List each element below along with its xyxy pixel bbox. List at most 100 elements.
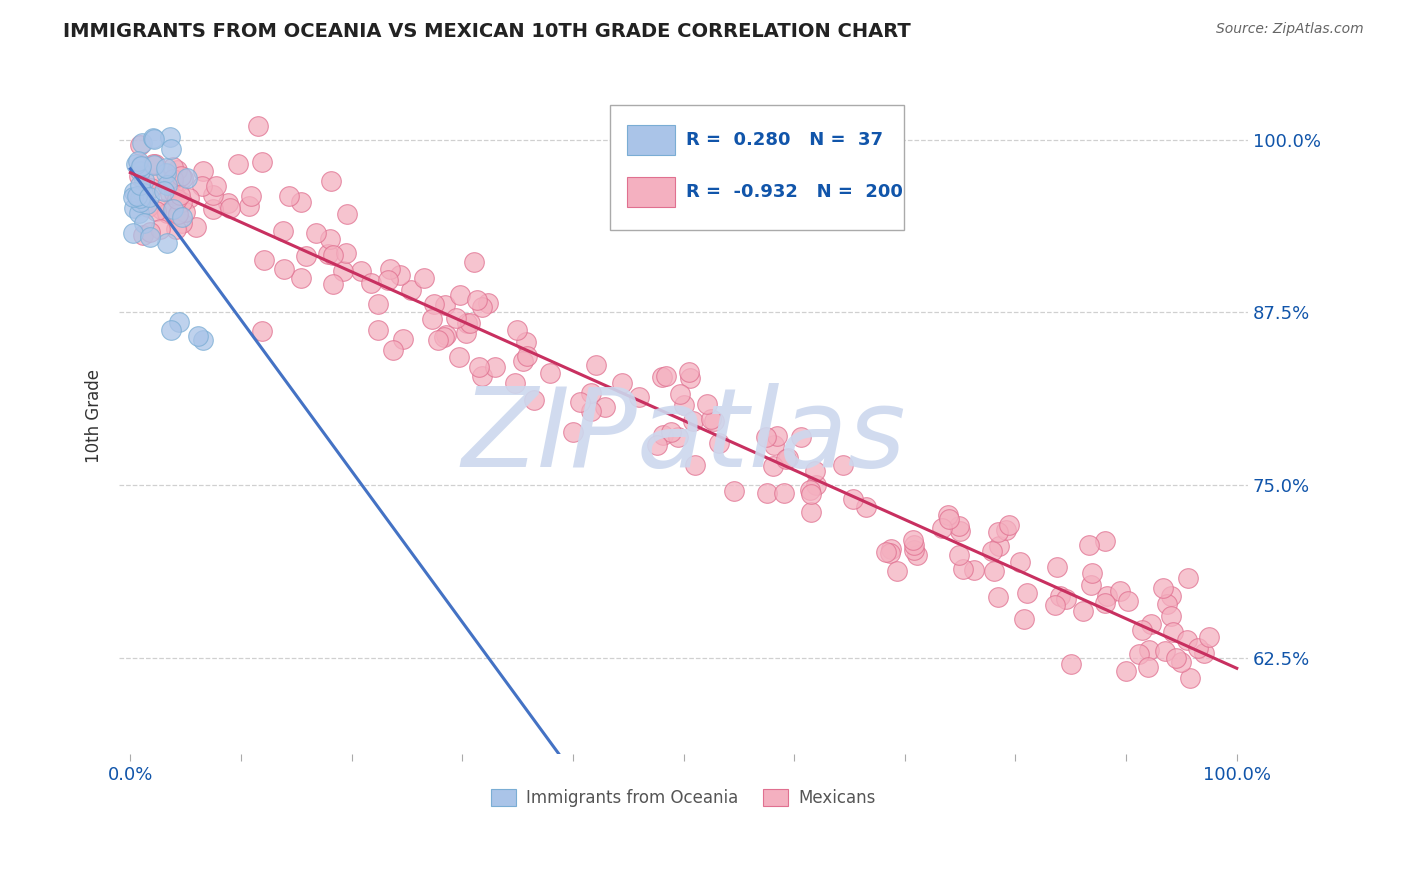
Point (1080, 578, 1102, 592)
Point (399, 283, 422, 297)
Point (901, 533, 924, 547)
Point (172, 210, 194, 224)
Point (367, 297, 389, 311)
Point (1152, 581, 1174, 595)
Point (763, 438, 786, 452)
Point (515, 335, 537, 350)
Point (963, 563, 986, 577)
Point (516, 349, 538, 363)
Point (569, 394, 592, 409)
Point (128, 205, 150, 219)
Point (669, 387, 692, 401)
Point (202, 202, 225, 216)
Point (290, 270, 312, 285)
Point (458, 316, 481, 330)
Point (652, 428, 675, 442)
Point (135, 197, 157, 211)
Point (295, 248, 318, 262)
Point (931, 521, 953, 535)
Point (1137, 643, 1160, 657)
Point (1010, 555, 1032, 569)
Point (477, 296, 499, 310)
Point (678, 365, 700, 379)
Point (471, 300, 494, 314)
Point (367, 323, 389, 337)
Point (1178, 671, 1201, 685)
Point (995, 523, 1018, 537)
Point (707, 435, 730, 450)
Point (1043, 598, 1066, 612)
Point (952, 562, 974, 576)
Point (627, 390, 650, 404)
Point (191, 333, 214, 347)
Point (799, 483, 821, 498)
Point (831, 458, 853, 472)
Point (468, 359, 491, 374)
Point (449, 288, 471, 302)
Point (156, 205, 179, 219)
Point (561, 425, 583, 439)
Point (217, 196, 239, 211)
Point (579, 385, 602, 400)
Point (392, 332, 415, 346)
Point (253, 253, 276, 268)
Point (129, 163, 152, 178)
Point (125, 189, 148, 203)
Point (1060, 657, 1083, 672)
Text: ZIPatlas: ZIPatlas (461, 383, 905, 490)
Point (842, 491, 865, 506)
Point (672, 398, 695, 412)
Point (1077, 538, 1099, 552)
Point (998, 518, 1021, 533)
Point (593, 400, 616, 414)
Point (159, 129, 181, 144)
Point (523, 393, 546, 408)
Point (389, 268, 412, 282)
Point (875, 545, 897, 559)
Point (177, 191, 200, 205)
Point (316, 247, 339, 261)
Point (1132, 624, 1154, 638)
Point (163, 186, 186, 200)
Point (128, 169, 150, 183)
Point (149, 222, 172, 236)
Point (145, 204, 167, 219)
Point (155, 161, 177, 175)
Point (129, 158, 152, 172)
FancyBboxPatch shape (627, 125, 675, 154)
Point (1094, 533, 1116, 548)
Point (136, 200, 159, 214)
Point (699, 412, 721, 426)
Point (949, 524, 972, 538)
Point (512, 354, 534, 368)
Point (538, 367, 561, 381)
Point (936, 508, 959, 523)
Point (187, 328, 209, 343)
Point (579, 404, 602, 418)
Point (879, 546, 901, 560)
Point (1014, 612, 1036, 626)
Point (336, 206, 359, 220)
Point (1137, 660, 1160, 674)
Point (433, 330, 456, 344)
Point (250, 155, 273, 169)
Point (162, 161, 184, 175)
Point (800, 505, 823, 519)
Point (987, 539, 1010, 553)
Point (145, 171, 167, 186)
Point (193, 164, 215, 178)
FancyBboxPatch shape (610, 104, 904, 230)
Point (666, 429, 689, 443)
Point (427, 334, 450, 348)
Point (143, 157, 166, 171)
Point (654, 369, 676, 384)
Point (463, 255, 485, 269)
Point (1046, 560, 1069, 574)
Point (132, 228, 155, 243)
Point (132, 173, 155, 187)
Point (434, 298, 457, 312)
Point (176, 170, 198, 185)
Point (149, 202, 172, 217)
Legend: Immigrants from Oceania, Mexicans: Immigrants from Oceania, Mexicans (485, 782, 883, 814)
Point (240, 189, 263, 203)
